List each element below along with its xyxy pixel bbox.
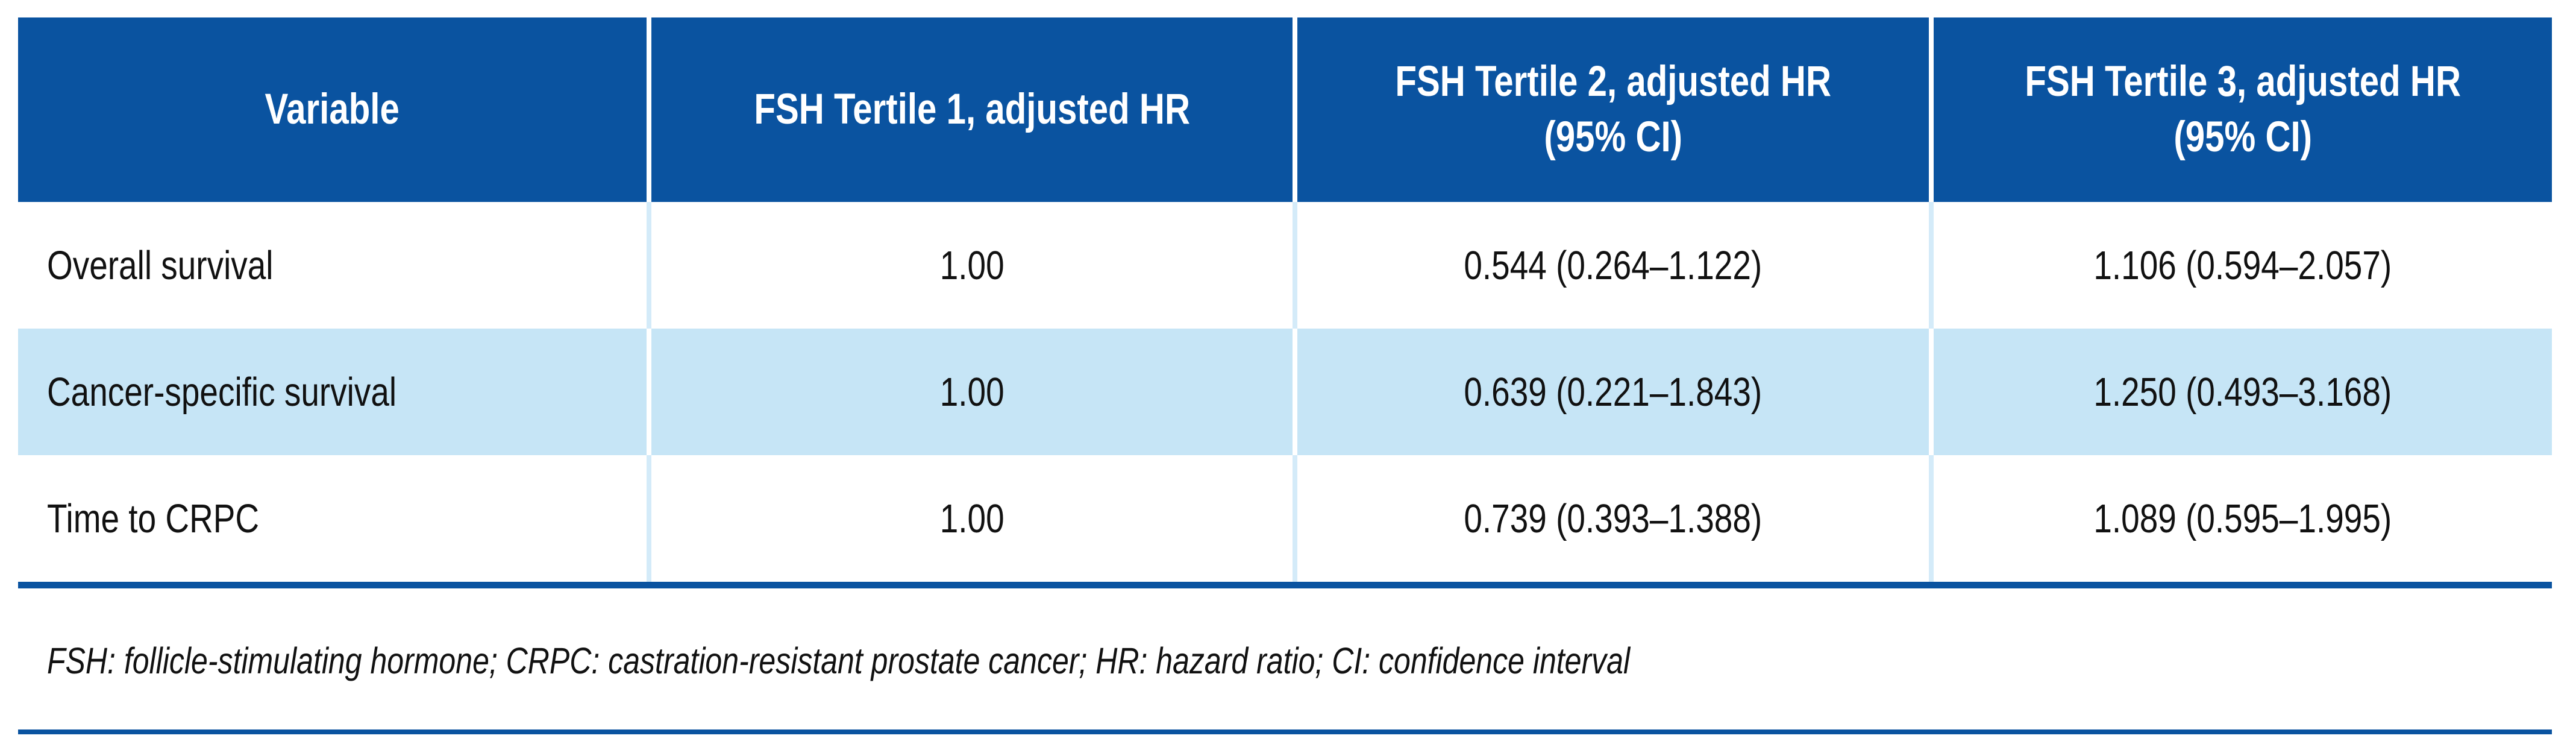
cell-text: Cancer-specific survival <box>47 369 397 415</box>
cell-text: 0.739 (0.393–1.388) <box>1464 496 1763 541</box>
footnote: FSH: follicle-stimulating hormone; CRPC:… <box>47 639 2552 683</box>
cell-tertile2: 0.639 (0.221–1.843) <box>1293 329 1928 455</box>
cell-text: Time to CRPC <box>47 496 260 541</box>
footnote-zone: FSH: follicle-stimulating hormone; CRPC:… <box>18 588 2552 729</box>
cell-text: 1.00 <box>939 496 1004 541</box>
cell-text: Overall survival <box>47 242 274 288</box>
cell-text: 1.106 (0.594–2.057) <box>2093 242 2392 288</box>
header-cell-variable: Variable <box>18 17 647 202</box>
footnote-text: FSH: follicle-stimulating hormone; CRPC:… <box>47 640 1631 681</box>
table-row-time-to-crpc: Time to CRPC 1.00 0.739 (0.393–1.388) 1.… <box>18 455 2552 582</box>
cell-tertile1: 1.00 <box>646 455 1293 582</box>
header-label-tertile2: FSH Tertile 2, adjusted HR (95% CI) <box>1395 57 1831 161</box>
cell-variable: Time to CRPC <box>18 455 647 582</box>
cell-text: 0.544 (0.264–1.122) <box>1464 242 1763 288</box>
cell-tertile3: 1.089 (0.595–1.995) <box>1928 455 2552 582</box>
table-row-cancer-specific-survival: Cancer-specific survival 1.00 0.639 (0.2… <box>18 329 2552 455</box>
header-cell-tertile1: FSH Tertile 1, adjusted HR <box>646 17 1293 202</box>
cell-tertile2: 0.739 (0.393–1.388) <box>1293 455 1928 582</box>
cell-tertile1: 1.00 <box>646 329 1293 455</box>
cell-tertile1: 1.00 <box>646 202 1293 329</box>
cell-text: 0.639 (0.221–1.843) <box>1464 369 1763 415</box>
cell-variable: Cancer-specific survival <box>18 329 647 455</box>
header-label-tertile1: FSH Tertile 1, adjusted HR <box>754 85 1190 133</box>
header-cell-tertile3: FSH Tertile 3, adjusted HR (95% CI) <box>1928 17 2552 202</box>
table-bottom-rule <box>18 582 2552 588</box>
cell-text: 1.00 <box>939 369 1004 415</box>
cell-tertile3: 1.106 (0.594–2.057) <box>1928 202 2552 329</box>
header-cell-tertile2: FSH Tertile 2, adjusted HR (95% CI) <box>1293 17 1928 202</box>
cell-tertile3: 1.250 (0.493–3.168) <box>1928 329 2552 455</box>
page-bottom-rule <box>18 729 2552 734</box>
table-row-overall-survival: Overall survival 1.00 0.544 (0.264–1.122… <box>18 202 2552 329</box>
hazard-ratio-table: Variable FSH Tertile 1, adjusted HR FSH … <box>18 17 2552 734</box>
header-label-variable: Variable <box>265 85 400 133</box>
cell-tertile2: 0.544 (0.264–1.122) <box>1293 202 1928 329</box>
cell-text: 1.250 (0.493–3.168) <box>2093 369 2392 415</box>
cell-text: 1.00 <box>939 242 1004 288</box>
header-label-tertile3: FSH Tertile 3, adjusted HR (95% CI) <box>2024 57 2461 161</box>
cell-text: 1.089 (0.595–1.995) <box>2093 496 2392 541</box>
table-header-row: Variable FSH Tertile 1, adjusted HR FSH … <box>18 17 2552 202</box>
cell-variable: Overall survival <box>18 202 647 329</box>
